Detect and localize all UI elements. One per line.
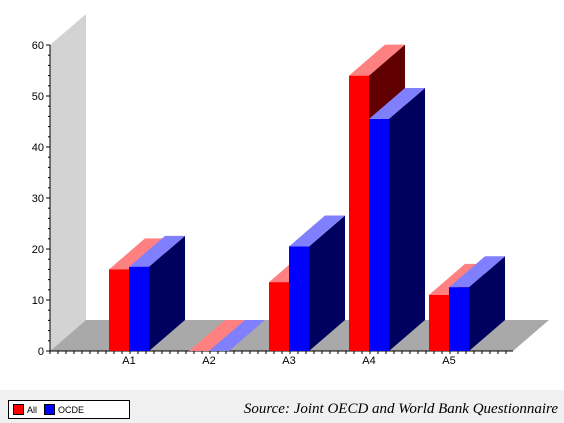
bar-front [369, 118, 389, 351]
y-tick-label: 30 [32, 193, 44, 205]
bar-ocde-a3 [289, 215, 345, 351]
bar-front [289, 246, 309, 351]
legend-item-all: All [13, 404, 37, 415]
bar-ocde-a5 [449, 256, 505, 351]
bar-front [449, 287, 469, 351]
bar-side [389, 87, 425, 351]
bar-ocde-a1 [129, 235, 185, 351]
bar-side [469, 256, 505, 351]
bar-front [349, 75, 369, 351]
bar-side [309, 215, 345, 351]
x-tick-label: A2 [202, 355, 215, 367]
legend-label-ocde: OCDE [58, 404, 85, 415]
x-tick-label: A3 [282, 355, 295, 367]
source-note: Source: Joint OECD and World Bank Questi… [243, 401, 558, 417]
bar-front [269, 282, 289, 351]
bar-ocde-a4 [369, 87, 425, 351]
bar-top [129, 235, 185, 267]
legend-label-all: All [27, 404, 38, 415]
bar-top [449, 256, 505, 288]
y-tick-label: 40 [32, 142, 44, 154]
x-tick-label: A1 [122, 355, 135, 367]
bar-chart: 0 10 20 30 40 50 60 A1 A2 A3 A4 A5 [32, 14, 549, 367]
bar-ocde-a2 [209, 320, 265, 351]
bar-top [209, 320, 265, 351]
y-tick-label: 50 [32, 91, 44, 103]
legend-swatch-all [13, 404, 24, 415]
bar-top [289, 215, 345, 247]
bar-top [349, 44, 405, 76]
y-tick-label: 10 [32, 295, 44, 307]
bar-front [429, 294, 449, 351]
y-tick-label: 20 [32, 244, 44, 256]
back-wall [50, 14, 86, 351]
bar-top [109, 238, 165, 270]
x-tick-label: A5 [442, 355, 455, 367]
bar-top [369, 87, 425, 119]
x-tick-label: A4 [362, 355, 375, 367]
bar-front [129, 266, 149, 351]
bar-side [149, 235, 185, 351]
legend-item-ocde: OCDE [44, 404, 84, 415]
y-tick-label: 0 [38, 346, 44, 358]
bar-front [109, 269, 129, 351]
bar-top [189, 320, 245, 351]
legend-swatch-ocde [44, 404, 56, 415]
y-tick-label: 60 [32, 40, 44, 52]
legend: All OCDE [8, 400, 130, 419]
